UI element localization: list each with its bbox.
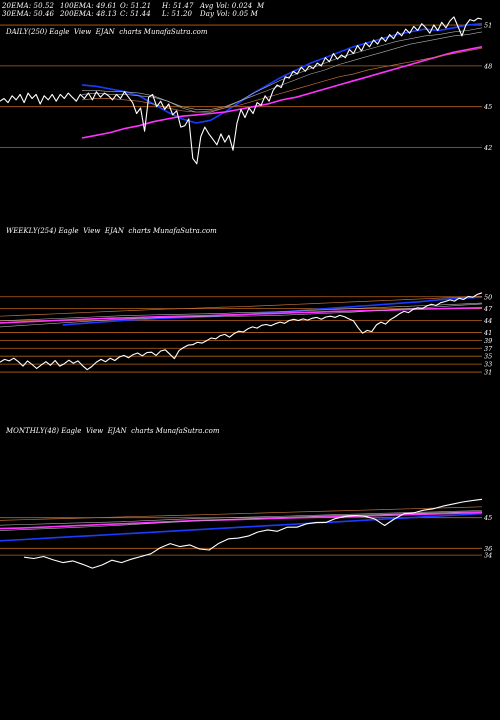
price-line	[0, 16, 483, 165]
y-tick-label: 44	[483, 317, 492, 325]
price-line	[0, 292, 483, 371]
header-open: O: 51.21	[120, 2, 152, 10]
y-tick-label: 42	[483, 144, 492, 152]
price-line	[24, 498, 483, 569]
y-tick-label: 51	[484, 22, 492, 30]
ma-brown-line	[0, 296, 483, 317]
weekly-panel-title: WEEKLY(254) Eagle View EJAN charts Munaf…	[6, 227, 217, 235]
y-tick-label: 34	[484, 552, 492, 560]
y-tick-label: 47	[483, 305, 493, 313]
header-high: H: 51.47	[162, 2, 194, 10]
daily-chart: 51 48 45 42	[0, 16, 492, 165]
y-tick-label: 50	[484, 293, 492, 301]
ma-brown-line	[0, 506, 483, 521]
daily-panel-title: DAILY(250) Eagle View EJAN charts Munafa…	[6, 28, 208, 36]
ema-slow-line	[81, 46, 483, 139]
ema-fast-line	[81, 22, 483, 124]
header-low: L: 51.20	[162, 10, 193, 18]
ma-grey-line	[81, 27, 483, 113]
ma-brown-line	[81, 47, 483, 113]
header-avg-vol: Avg Vol: 0.024 M	[200, 2, 265, 10]
ma-grey-line	[0, 302, 483, 322]
header-ema30: 30EMA: 50.46	[2, 10, 55, 18]
y-tick-label: 31	[484, 369, 492, 377]
ma-grey-line	[0, 510, 483, 526]
header-day-vol: Day Vol: 0.05 M	[200, 10, 258, 18]
ma-grey2-line	[0, 303, 483, 328]
monthly-panel-title: MONTHLY(48) Eagle View EJAN charts Munaf…	[6, 427, 220, 435]
ema-fast-line	[0, 512, 483, 542]
header-ema20: 20EMA: 50.52	[2, 2, 55, 10]
header-ema100: 100EMA: 49.61	[60, 2, 117, 10]
ema-slow-line	[0, 511, 483, 530]
y-tick-label: 41	[483, 329, 492, 337]
y-tick-label: 45	[483, 514, 492, 522]
y-tick-label: 39	[484, 337, 492, 345]
y-tick-label: 33	[484, 361, 492, 369]
ema-slow-line	[0, 307, 483, 324]
y-tick-label: 35	[484, 353, 492, 361]
y-tick-label: 45	[483, 103, 492, 111]
ema-fast-line	[62, 296, 483, 326]
y-tick-label: 36	[484, 545, 492, 553]
header-close: C: 51.44	[120, 10, 151, 18]
y-tick-label: 48	[483, 62, 492, 70]
y-tick-label: 37	[484, 345, 493, 353]
header-ema200: 200EMA: 48.13	[60, 10, 117, 18]
ma-grey2-line	[0, 511, 483, 531]
